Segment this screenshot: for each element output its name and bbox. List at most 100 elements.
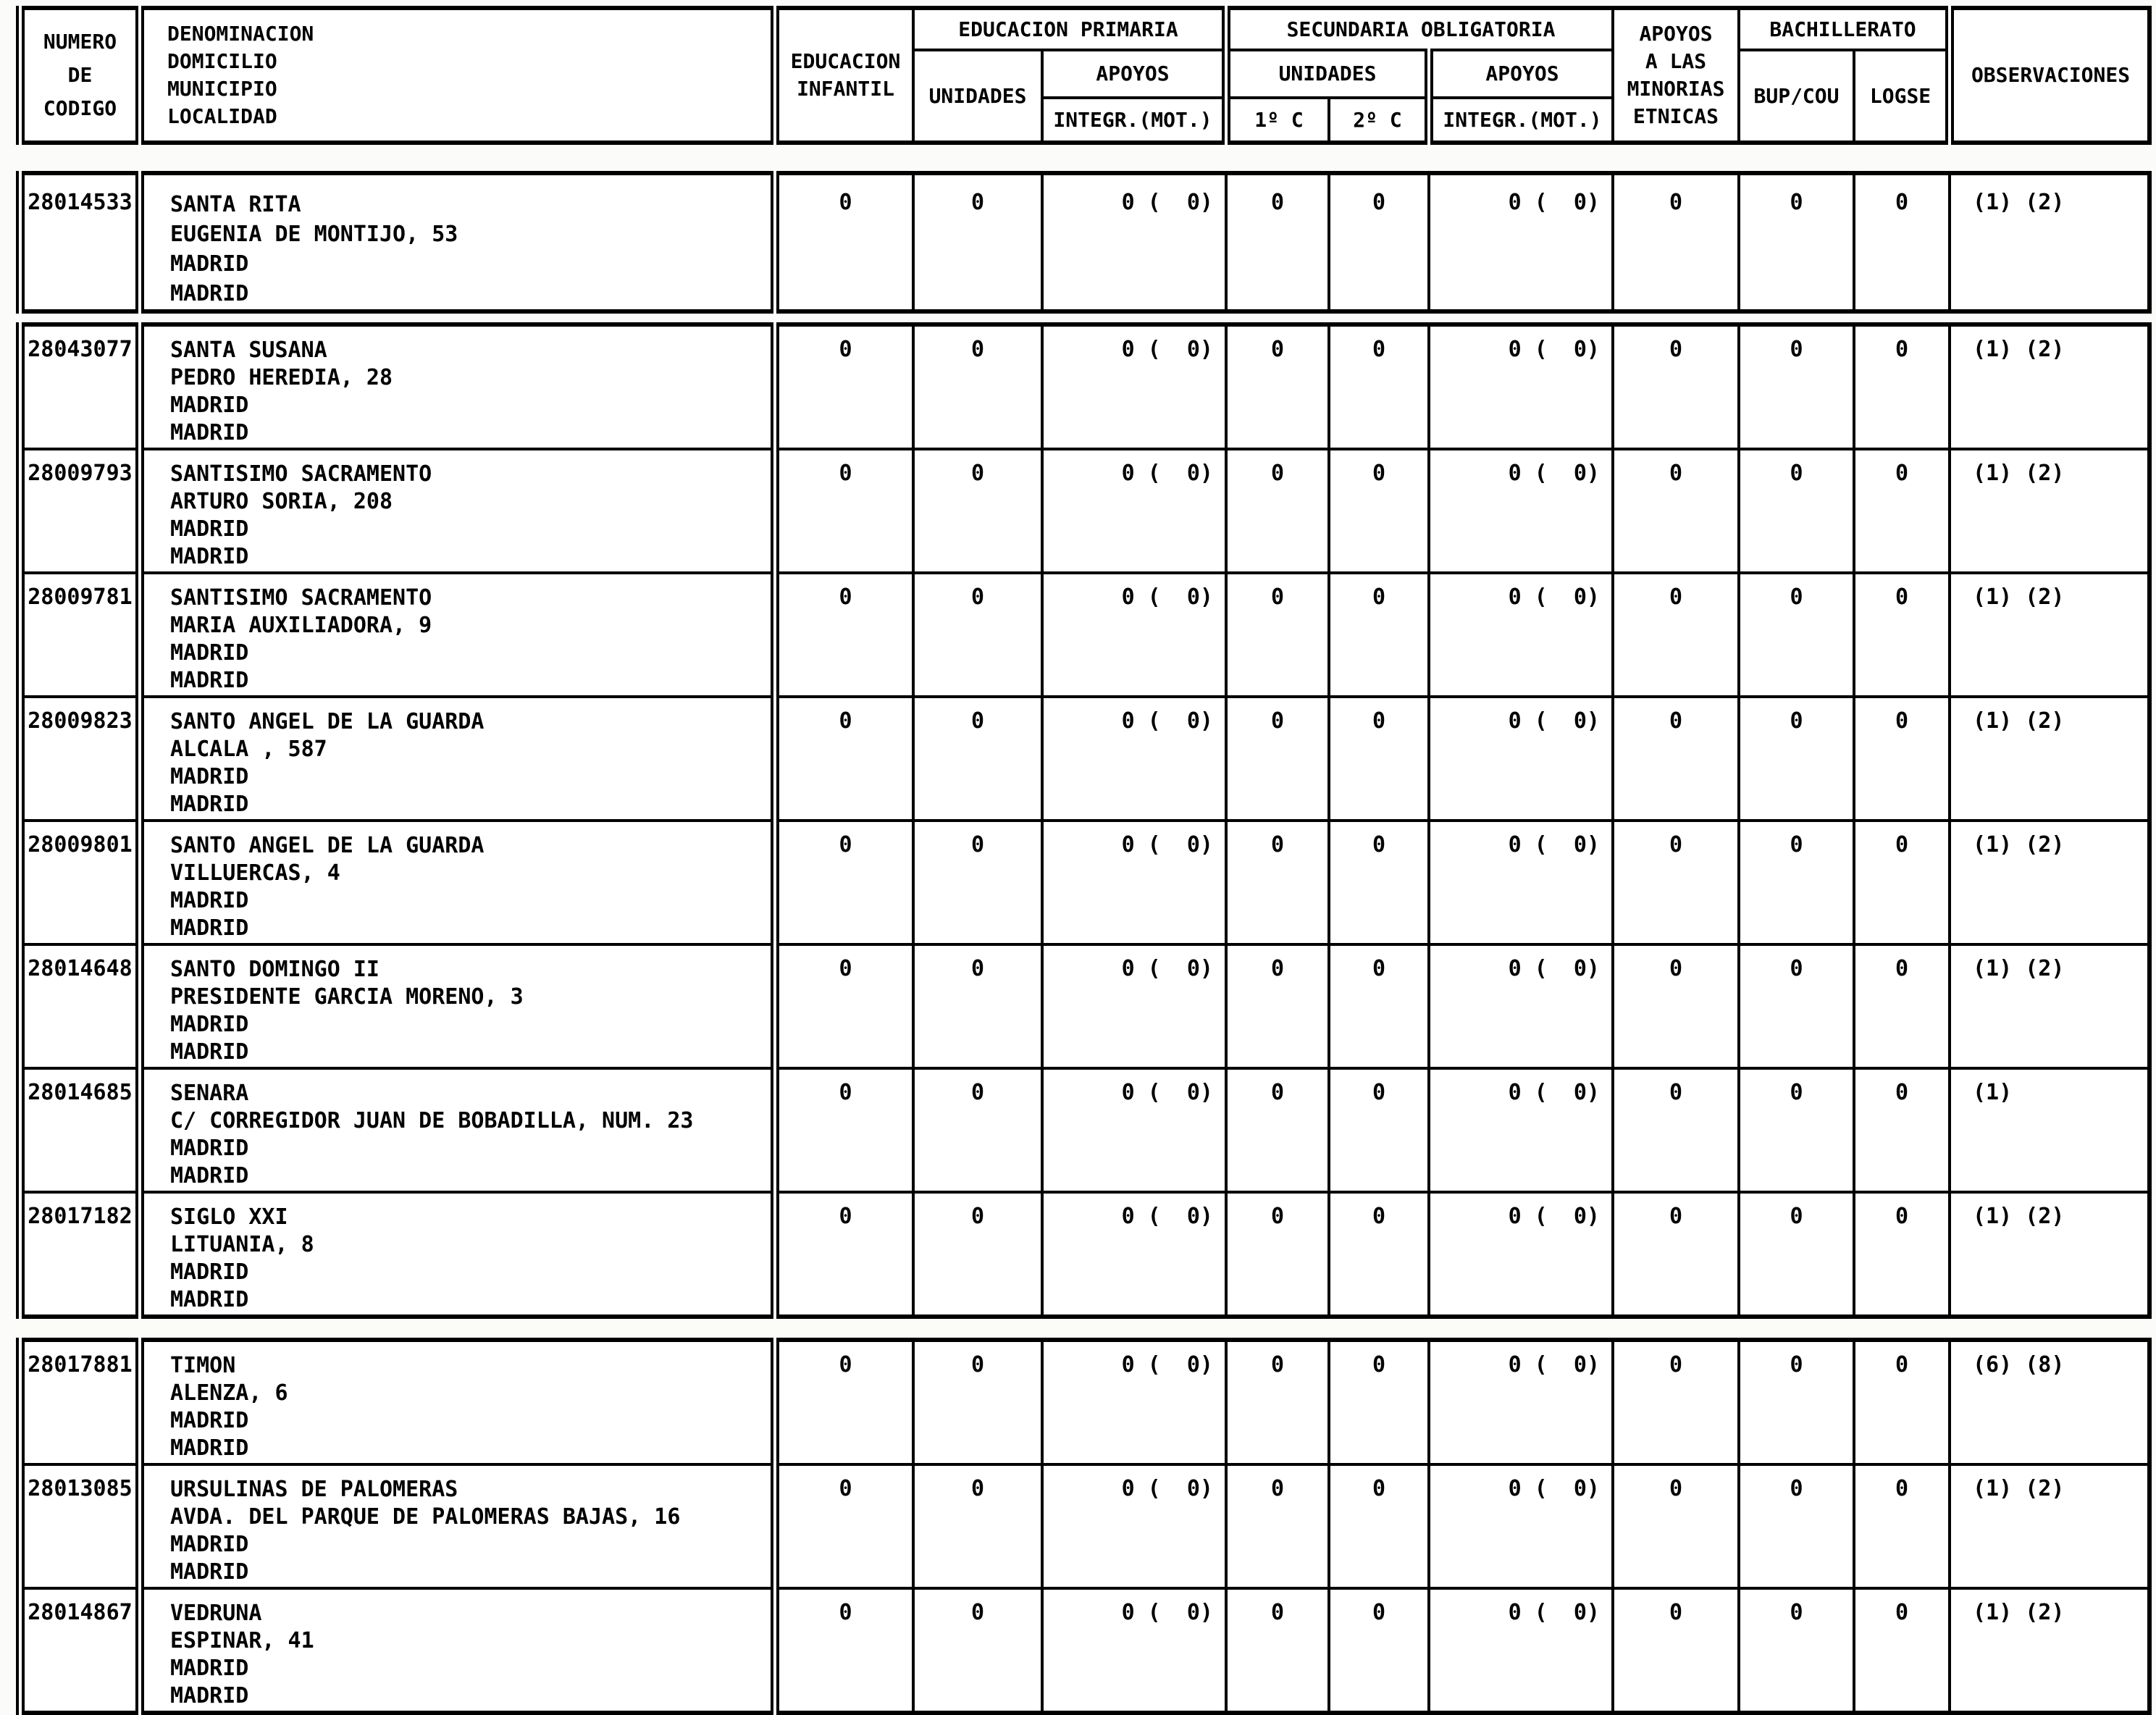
cell-secundaria-integr-mot: 0 ( 0): [1427, 323, 1614, 450]
cell-educacion-infantil: 0: [771, 943, 915, 1070]
cell-secundaria-2c: 0: [1327, 1067, 1430, 1194]
cell-secundaria-2c: 0: [1327, 448, 1430, 574]
cell-logse: 0: [1853, 323, 1951, 450]
cell-secundaria-1c: 0: [1225, 448, 1330, 574]
cell-primaria-integr-mot: 0 ( 0): [1041, 1338, 1228, 1466]
cell-logse: 0: [1853, 571, 1951, 698]
cell-codigo: 28017881: [19, 1338, 141, 1466]
cell-observaciones: (1) (2): [1948, 1587, 2151, 1714]
cell-apoyos-minorias: 0: [1611, 323, 1740, 450]
cell-logse: 0: [1853, 1587, 1951, 1714]
header-educacion-infantil: EDUCACION INFANTIL: [771, 7, 915, 144]
cell-apoyos-minorias: 0: [1611, 943, 1740, 1070]
cell-denominacion: TIMON ALENZA, 6 MADRID MADRID: [135, 1338, 776, 1466]
cell-secundaria-integr-mot: 0 ( 0): [1427, 695, 1614, 822]
cell-primaria-integr-mot: 0 ( 0): [1041, 323, 1228, 450]
cell-educacion-infantil: 0: [771, 1067, 915, 1194]
cell-apoyos-minorias: 0: [1611, 1338, 1740, 1466]
cell-bup-cou: 0: [1737, 571, 1855, 698]
cell-denominacion: URSULINAS DE PALOMERAS AVDA. DEL PARQUE …: [135, 1463, 776, 1590]
cell-observaciones: (1) (2): [1948, 448, 2151, 574]
cell-observaciones: (1): [1948, 1067, 2151, 1194]
header-group-educacion-primaria: EDUCACION PRIMARIA: [912, 7, 1228, 51]
table-block-2: 28043077 SANTA SUSANA PEDRO HEREDIA, 28 M…: [16, 322, 2152, 1319]
cell-secundaria-integr-mot: 0 ( 0): [1427, 943, 1614, 1070]
cell-observaciones: (1) (2): [1948, 1463, 2151, 1590]
cell-secundaria-integr-mot: 0 ( 0): [1427, 571, 1614, 698]
cell-secundaria-integr-mot: 0 ( 0): [1427, 1587, 1614, 1714]
cell-observaciones: (1) (2): [1948, 1191, 2151, 1318]
cell-educacion-infantil: 0: [771, 1463, 915, 1590]
cell-codigo: 28014648: [19, 943, 141, 1070]
cell-primaria-unidades: 0: [912, 323, 1044, 450]
cell-primaria-unidades: 0: [912, 1191, 1044, 1318]
cell-codigo: 28014685: [19, 1067, 141, 1194]
cell-primaria-unidades: 0: [912, 943, 1044, 1070]
cell-secundaria-integr-mot: 0 ( 0): [1427, 1191, 1614, 1318]
cell-observaciones: (1) (2): [1948, 819, 2151, 946]
cell-secundaria-1c: 0: [1225, 819, 1330, 946]
cell-secundaria-1c: 0: [1225, 172, 1330, 313]
table-block-3: 28017881 TIMON ALENZA, 6 MADRID MADRID 0 0 0…: [16, 1338, 2152, 1715]
cell-logse: 0: [1853, 172, 1951, 313]
cell-bup-cou: 0: [1737, 1338, 1855, 1466]
table-row: 28043077 SANTA SUSANA PEDRO HEREDIA, 28 M…: [19, 323, 2151, 450]
cell-primaria-integr-mot: 0 ( 0): [1041, 943, 1228, 1070]
cell-denominacion: SANTO ANGEL DE LA GUARDA ALCALA , 587 MA…: [135, 695, 776, 822]
table-row: 28014533 SANTA RITA EUGENIA DE MONTIJO, 5…: [19, 172, 2151, 313]
cell-apoyos-minorias: 0: [1611, 1587, 1740, 1714]
header-observaciones: OBSERVACIONES: [1945, 7, 2152, 144]
cell-secundaria-2c: 0: [1327, 571, 1430, 698]
cell-codigo: 28014867: [19, 1587, 141, 1714]
cell-primaria-unidades: 0: [912, 1587, 1044, 1714]
header-secundaria-apoyos: APOYOS: [1424, 49, 1615, 99]
header-secundaria-2c: 2º C: [1327, 96, 1430, 144]
cell-bup-cou: 0: [1737, 1067, 1855, 1194]
cell-codigo: 28009793: [19, 448, 141, 574]
cell-denominacion: SANTA RITA EUGENIA DE MONTIJO, 53 MADRID…: [135, 172, 776, 313]
cell-secundaria-integr-mot: 0 ( 0): [1427, 448, 1614, 574]
table-row: 28017182 SIGLO XXI LITUANIA, 8 MADRID MAD…: [19, 1191, 2151, 1318]
cell-bup-cou: 0: [1737, 943, 1855, 1070]
cell-bup-cou: 0: [1737, 1191, 1855, 1318]
cell-secundaria-1c: 0: [1225, 943, 1330, 1070]
cell-denominacion: SANTO ANGEL DE LA GUARDA VILLUERCAS, 4 M…: [135, 819, 776, 946]
header-numero-codigo: NUMERO DE CODIGO: [19, 7, 141, 144]
cell-apoyos-minorias: 0: [1611, 1067, 1740, 1194]
cell-logse: 0: [1853, 1338, 1951, 1466]
header-denominacion: DENOMINACION DOMICILIO MUNICIPIO LOCALID…: [135, 7, 776, 144]
cell-primaria-unidades: 0: [912, 695, 1044, 822]
cell-observaciones: (1) (2): [1948, 172, 2151, 313]
cell-educacion-infantil: 0: [771, 172, 915, 313]
cell-secundaria-1c: 0: [1225, 323, 1330, 450]
cell-secundaria-2c: 0: [1327, 1463, 1430, 1590]
cell-codigo: 28017182: [19, 1191, 141, 1318]
cell-secundaria-integr-mot: 0 ( 0): [1427, 172, 1614, 313]
cell-primaria-unidades: 0: [912, 1067, 1044, 1194]
cell-codigo: 28009823: [19, 695, 141, 822]
table-row: 28014685 SENARA C/ CORREGIDOR JUAN DE BOB…: [19, 1067, 2151, 1194]
cell-primaria-unidades: 0: [912, 1338, 1044, 1466]
header-secundaria-integr-mot: INTEGR.(MOT.): [1424, 96, 1615, 144]
cell-logse: 0: [1853, 1191, 1951, 1318]
cell-secundaria-1c: 0: [1225, 1587, 1330, 1714]
cell-denominacion: SIGLO XXI LITUANIA, 8 MADRID MADRID: [135, 1191, 776, 1318]
cell-denominacion: SANTO DOMINGO II PRESIDENTE GARCIA MOREN…: [135, 943, 776, 1070]
cell-primaria-integr-mot: 0 ( 0): [1041, 172, 1228, 313]
cell-primaria-integr-mot: 0 ( 0): [1041, 819, 1228, 946]
cell-educacion-infantil: 0: [771, 1191, 915, 1318]
cell-denominacion: SANTISIMO SACRAMENTO MARIA AUXILIADORA, …: [135, 571, 776, 698]
cell-bup-cou: 0: [1737, 1587, 1855, 1714]
cell-bup-cou: 0: [1737, 695, 1855, 822]
cell-apoyos-minorias: 0: [1611, 695, 1740, 822]
header-secundaria-1c: 1º C: [1222, 96, 1330, 144]
cell-educacion-infantil: 0: [771, 323, 915, 450]
header-group-secundaria-obligatoria: SECUNDARIA OBLIGATORIA: [1221, 7, 1615, 51]
cell-apoyos-minorias: 0: [1611, 571, 1740, 698]
cell-secundaria-2c: 0: [1327, 1587, 1430, 1714]
cell-apoyos-minorias: 0: [1611, 1191, 1740, 1318]
cell-secundaria-1c: 0: [1225, 1338, 1330, 1466]
cell-bup-cou: 0: [1737, 172, 1855, 313]
cell-secundaria-1c: 0: [1225, 1191, 1330, 1318]
cell-logse: 0: [1853, 448, 1951, 574]
